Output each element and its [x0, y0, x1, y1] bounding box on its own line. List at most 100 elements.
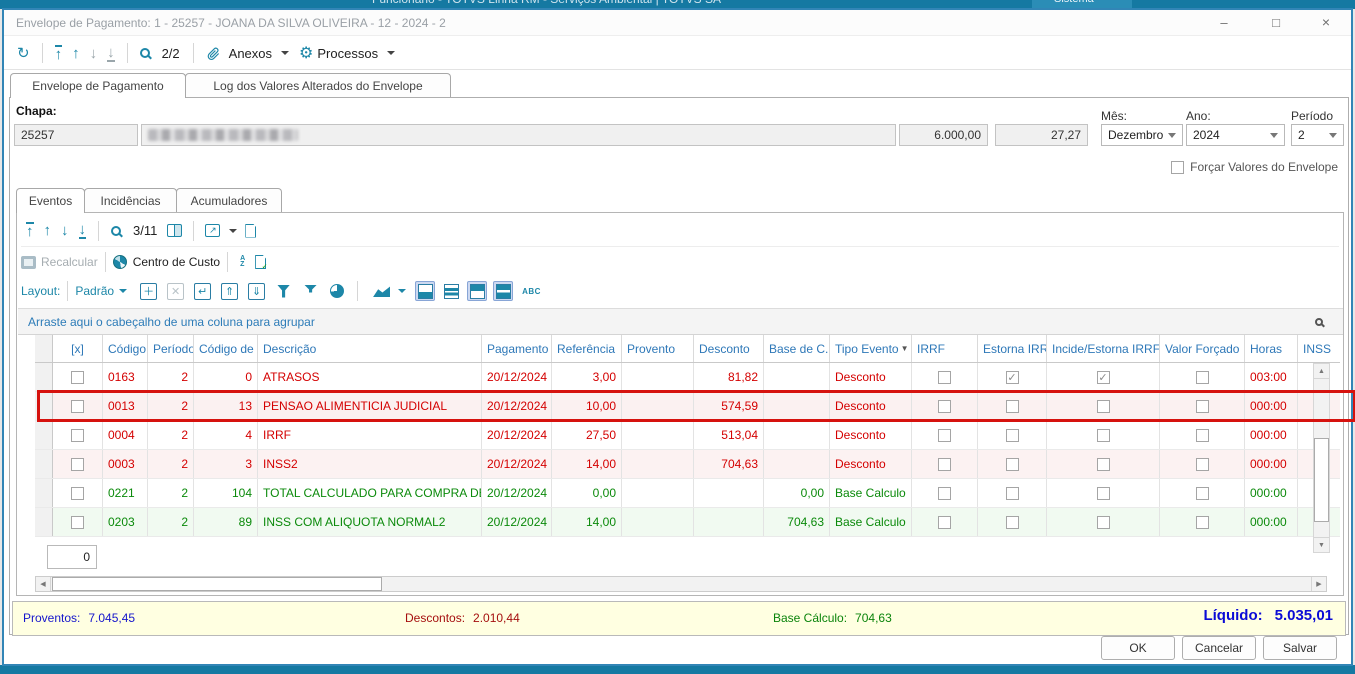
horizontal-scroll-thumb[interactable] — [52, 577, 382, 591]
checkbox-icon[interactable] — [1195, 428, 1209, 442]
columns-icon[interactable] — [167, 224, 183, 237]
tab-incidencias[interactable]: Incidências — [84, 188, 177, 213]
cell-checkbox-incide_estorna_irrf[interactable]: ✓ — [1047, 363, 1160, 391]
checkbox-icon[interactable] — [71, 428, 84, 442]
checkbox-icon[interactable] — [1005, 486, 1019, 500]
document-icon[interactable] — [245, 223, 257, 238]
ok-button[interactable]: OK — [1101, 636, 1175, 660]
minimize-icon[interactable]: – — [1220, 15, 1228, 30]
column-header-provento[interactable]: Provento — [622, 335, 694, 362]
cancel-button[interactable]: Cancelar — [1182, 636, 1256, 660]
column-header-irrf[interactable]: IRRF — [912, 335, 978, 362]
grid-row[interactable]: 0203 2 89 INSS COM ALIQUOTA NORMAL2 20/12/20… — [35, 508, 1340, 537]
column-header-valor-for-ado[interactable]: Valor Forçado — [1160, 335, 1245, 362]
document-check-icon[interactable] — [255, 255, 267, 269]
checkbox-icon[interactable] — [1096, 428, 1110, 442]
cell-checkbox-valor_forcado[interactable] — [1160, 450, 1245, 478]
periodo-select[interactable]: 2 — [1291, 124, 1344, 146]
move-up-icon[interactable]: ⇑ — [221, 282, 239, 300]
grid-search-icon[interactable] — [111, 225, 121, 236]
cell-checkbox-valor_forcado[interactable] — [1160, 421, 1245, 449]
chart-dropdown-icon[interactable] — [398, 289, 407, 293]
previous-row-icon[interactable]: ↑ — [43, 222, 52, 239]
panel-split-toggle[interactable] — [493, 281, 514, 301]
parent-tab-sistema[interactable]: Sistema — [1032, 0, 1132, 9]
cell-checkbox-selected[interactable] — [53, 450, 103, 478]
cell-checkbox-selected[interactable] — [53, 392, 103, 420]
checkbox-icon[interactable] — [1195, 399, 1209, 413]
cell-checkbox-irrf[interactable] — [912, 363, 978, 391]
next-record-icon[interactable]: ↓ — [89, 44, 98, 62]
checkbox-icon[interactable] — [1096, 486, 1110, 500]
checkbox-icon[interactable] — [1195, 370, 1209, 384]
export-dropdown-icon[interactable] — [229, 228, 238, 233]
mes-select[interactable]: Dezembro — [1101, 124, 1183, 146]
cell-checkbox-valor_forcado[interactable] — [1160, 392, 1245, 420]
grid-row-highlighted[interactable]: 0013 2 13 PENSAO ALIMENTICIA JUDICIAL 20/12/… — [35, 390, 1355, 422]
layout-preset-select[interactable]: Padrão — [75, 284, 115, 298]
checkbox-icon[interactable] — [938, 486, 951, 500]
chart-icon[interactable] — [373, 286, 391, 297]
close-icon[interactable]: × — [1321, 14, 1331, 30]
delete-row-icon[interactable]: ✕ — [167, 282, 185, 300]
ano-select[interactable]: 2024 — [1186, 124, 1285, 146]
checkbox-icon[interactable] — [71, 515, 84, 529]
abc-toggle[interactable]: ABC — [522, 286, 541, 296]
column-header-desconto[interactable]: Desconto — [694, 335, 764, 362]
group-by-bar[interactable]: Arraste aqui o cabeçalho de uma coluna p… — [18, 308, 1343, 335]
referencia-field[interactable]: 27,27 — [995, 124, 1088, 146]
checkbox-icon[interactable]: ✓ — [1005, 370, 1019, 384]
cell-checkbox-selected[interactable] — [53, 421, 103, 449]
first-record-icon[interactable]: ↑ — [54, 44, 63, 63]
anexos-dropdown-icon[interactable] — [281, 51, 290, 55]
cell-checkbox-valor_forcado[interactable] — [1160, 508, 1245, 536]
cell-checkbox-estorna_irrf[interactable] — [978, 479, 1047, 507]
column-header-c-digo[interactable]: Código — [103, 335, 148, 362]
column-header-pagamento[interactable]: Pagamento — [482, 335, 552, 362]
panel-bands-toggle[interactable] — [441, 281, 461, 301]
checkbox-icon[interactable] — [1195, 515, 1209, 529]
cell-checkbox-estorna_irrf[interactable] — [978, 450, 1047, 478]
checkbox-icon[interactable] — [1005, 515, 1019, 529]
column-header-c-digo-de-[interactable]: Código de ... — [194, 335, 258, 362]
checkbox-icon[interactable] — [1096, 515, 1110, 529]
checkbox-icon[interactable] — [938, 399, 951, 413]
filter-pin-icon[interactable] — [304, 284, 318, 293]
employee-name-field[interactable] — [141, 124, 896, 146]
horizontal-scrollbar[interactable]: ◀ ▶ — [35, 576, 1327, 592]
cell-checkbox-selected[interactable] — [53, 508, 103, 536]
cell-checkbox-selected[interactable] — [53, 479, 103, 507]
export-icon[interactable]: ↗ — [205, 224, 221, 237]
grid-row[interactable]: 0004 2 4 IRRF 20/12/2024 27,50 513,04 Desconto 0… — [35, 421, 1340, 450]
cell-checkbox-irrf[interactable] — [912, 450, 978, 478]
recalcular-button[interactable]: Recalcular — [41, 255, 98, 269]
column-header-inss[interactable]: INSS — [1303, 341, 1332, 356]
checkbox-icon[interactable] — [1005, 428, 1019, 442]
column-header-refer-ncia[interactable]: Referência — [552, 335, 622, 362]
column-header-per-odo[interactable]: Período — [148, 335, 194, 362]
vertical-scroll-thumb[interactable] — [1314, 438, 1329, 522]
row-indicator-header[interactable] — [35, 335, 53, 362]
cell-checkbox-valor_forcado[interactable] — [1160, 479, 1245, 507]
checkbox-icon[interactable] — [938, 457, 951, 471]
checkbox-icon[interactable] — [1195, 457, 1209, 471]
cell-checkbox-incide_estorna_irrf[interactable] — [1047, 479, 1160, 507]
search-icon[interactable] — [139, 48, 150, 58]
tab-eventos[interactable]: Eventos — [16, 188, 85, 213]
previous-record-icon[interactable]: ↑ — [72, 44, 80, 62]
salario-field[interactable]: 6.000,00 — [899, 124, 988, 146]
undo-icon[interactable]: ↵ — [194, 282, 212, 300]
cell-checkbox-incide_estorna_irrf[interactable] — [1047, 421, 1160, 449]
scroll-right-icon[interactable]: ▶ — [1311, 577, 1326, 591]
column-header-base-de-c-[interactable]: Base de C... — [764, 335, 830, 362]
grid-row[interactable]: 0003 2 3 INSS2 20/12/2024 14,00 704,63 Desconto… — [35, 450, 1340, 479]
scroll-left-icon[interactable]: ◀ — [36, 577, 51, 591]
anexos-button[interactable]: Anexos — [228, 45, 273, 61]
column-header--x-[interactable]: [x] — [53, 335, 103, 362]
move-down-icon[interactable]: ⇓ — [248, 282, 266, 300]
refresh-icon[interactable]: ↻ — [17, 44, 30, 62]
add-row-icon[interactable]: ＋ — [140, 282, 158, 300]
cell-checkbox-irrf[interactable] — [912, 421, 978, 449]
cell-checkbox-estorna_irrf[interactable] — [978, 392, 1047, 420]
